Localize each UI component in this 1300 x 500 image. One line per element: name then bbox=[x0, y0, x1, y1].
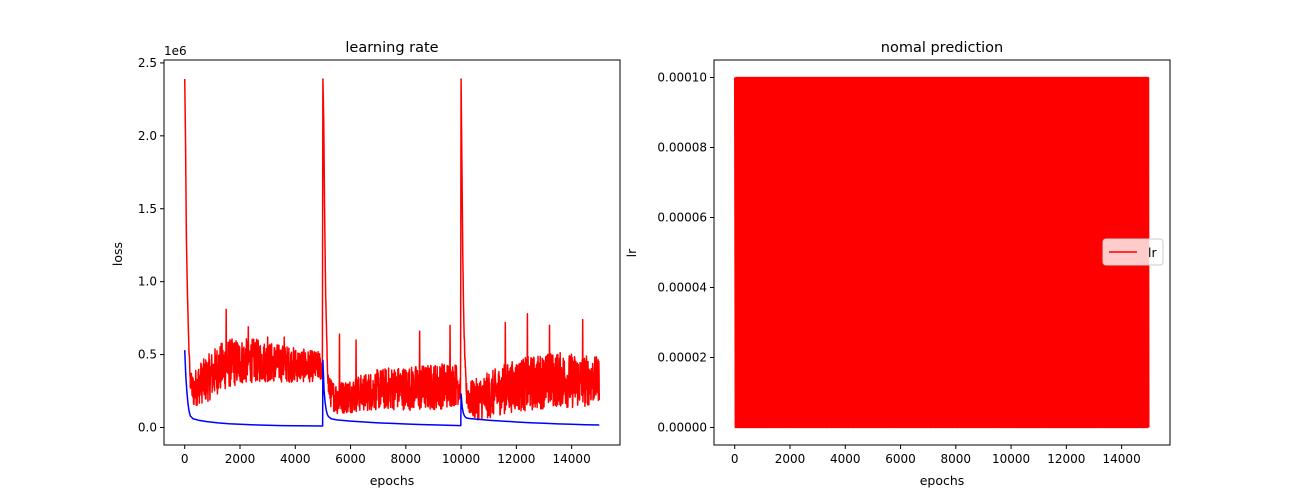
lr-plot-area bbox=[733, 76, 1150, 429]
lr-x-axis-label: epochs bbox=[920, 473, 965, 488]
lr-x-tick-label: 12000 bbox=[1047, 452, 1085, 466]
lr-x-tick-label: 0 bbox=[731, 452, 739, 466]
loss-x-tick-label: 14000 bbox=[553, 452, 591, 466]
lr-x-tick-label: 4000 bbox=[830, 452, 861, 466]
loss-series-line-0 bbox=[183, 78, 601, 421]
lr-legend: lr bbox=[1102, 238, 1164, 266]
lr-y-tick-label: 0.00008 bbox=[657, 141, 707, 155]
lr-y-tick-label: 0.00000 bbox=[657, 421, 707, 435]
loss-x-tick-label: 4000 bbox=[280, 452, 311, 466]
loss-y-axis-label: loss bbox=[110, 242, 125, 266]
lr-y-tick-label: 0.00004 bbox=[657, 281, 707, 295]
lr-y-tick-label: 0.00006 bbox=[657, 211, 707, 225]
loss-plot-area bbox=[183, 78, 601, 427]
lr-y-tick-label: 0.00002 bbox=[657, 351, 707, 365]
loss-x-axis-label: epochs bbox=[370, 473, 415, 488]
loss-x-tick-label: 8000 bbox=[391, 452, 422, 466]
lr-series-line-0 bbox=[733, 76, 1150, 429]
lr-y-axis: 0.00000 0.00002 0.00004 0.00006 0.00008 0.000… bbox=[657, 71, 714, 435]
lr-x-tick-label: 6000 bbox=[885, 452, 916, 466]
loss-x-tick-label: 6000 bbox=[335, 452, 366, 466]
loss-y-tick-label: 2.0 bbox=[138, 129, 157, 143]
loss-y-tick-label: 0.5 bbox=[138, 348, 157, 362]
lr-x-axis: 0 2000 4000 6000 8000 10000 12000 14000 bbox=[731, 445, 1141, 466]
loss-x-tick-label: 0 bbox=[181, 452, 189, 466]
lr-x-tick-label: 14000 bbox=[1103, 452, 1141, 466]
lr-chart-title: nomal prediction bbox=[881, 40, 1003, 56]
loss-x-tick-label: 12000 bbox=[497, 452, 535, 466]
loss-y-tick-label: 1.0 bbox=[138, 275, 157, 289]
lr-y-tick-label: 0.00010 bbox=[657, 71, 707, 85]
loss-x-tick-label: 10000 bbox=[442, 452, 480, 466]
loss-y-tick-label: 1.5 bbox=[138, 202, 157, 216]
loss-series-line-1 bbox=[183, 350, 600, 427]
lr-x-tick-label: 2000 bbox=[775, 452, 806, 466]
loss-chart: learning rate 1e6 0 2000 4000 6000 8000 10000… bbox=[110, 40, 621, 488]
lr-y-axis-label: lr bbox=[624, 248, 639, 257]
lr-x-tick-label: 10000 bbox=[992, 452, 1030, 466]
loss-x-tick-label: 2000 bbox=[225, 452, 256, 466]
loss-x-axis: 0 2000 4000 6000 8000 10000 12000 14000 bbox=[181, 445, 591, 466]
lr-x-tick-label: 8000 bbox=[941, 452, 972, 466]
loss-chart-title: learning rate bbox=[345, 40, 438, 56]
lr-chart: nomal prediction 0 2000 4000 6000 8000 10000 1… bbox=[624, 40, 1171, 488]
loss-y-tick-label: 0.0 bbox=[138, 421, 157, 435]
lr-axes-frame bbox=[713, 59, 1171, 446]
loss-y-axis: 0.0 0.5 1.0 1.5 2.0 2.5 bbox=[138, 56, 164, 435]
loss-y-tick-label: 2.5 bbox=[138, 56, 157, 70]
lr-legend-label: lr bbox=[1148, 245, 1157, 260]
loss-y-offset-text: 1e6 bbox=[164, 44, 187, 58]
loss-axes-frame bbox=[163, 59, 621, 446]
